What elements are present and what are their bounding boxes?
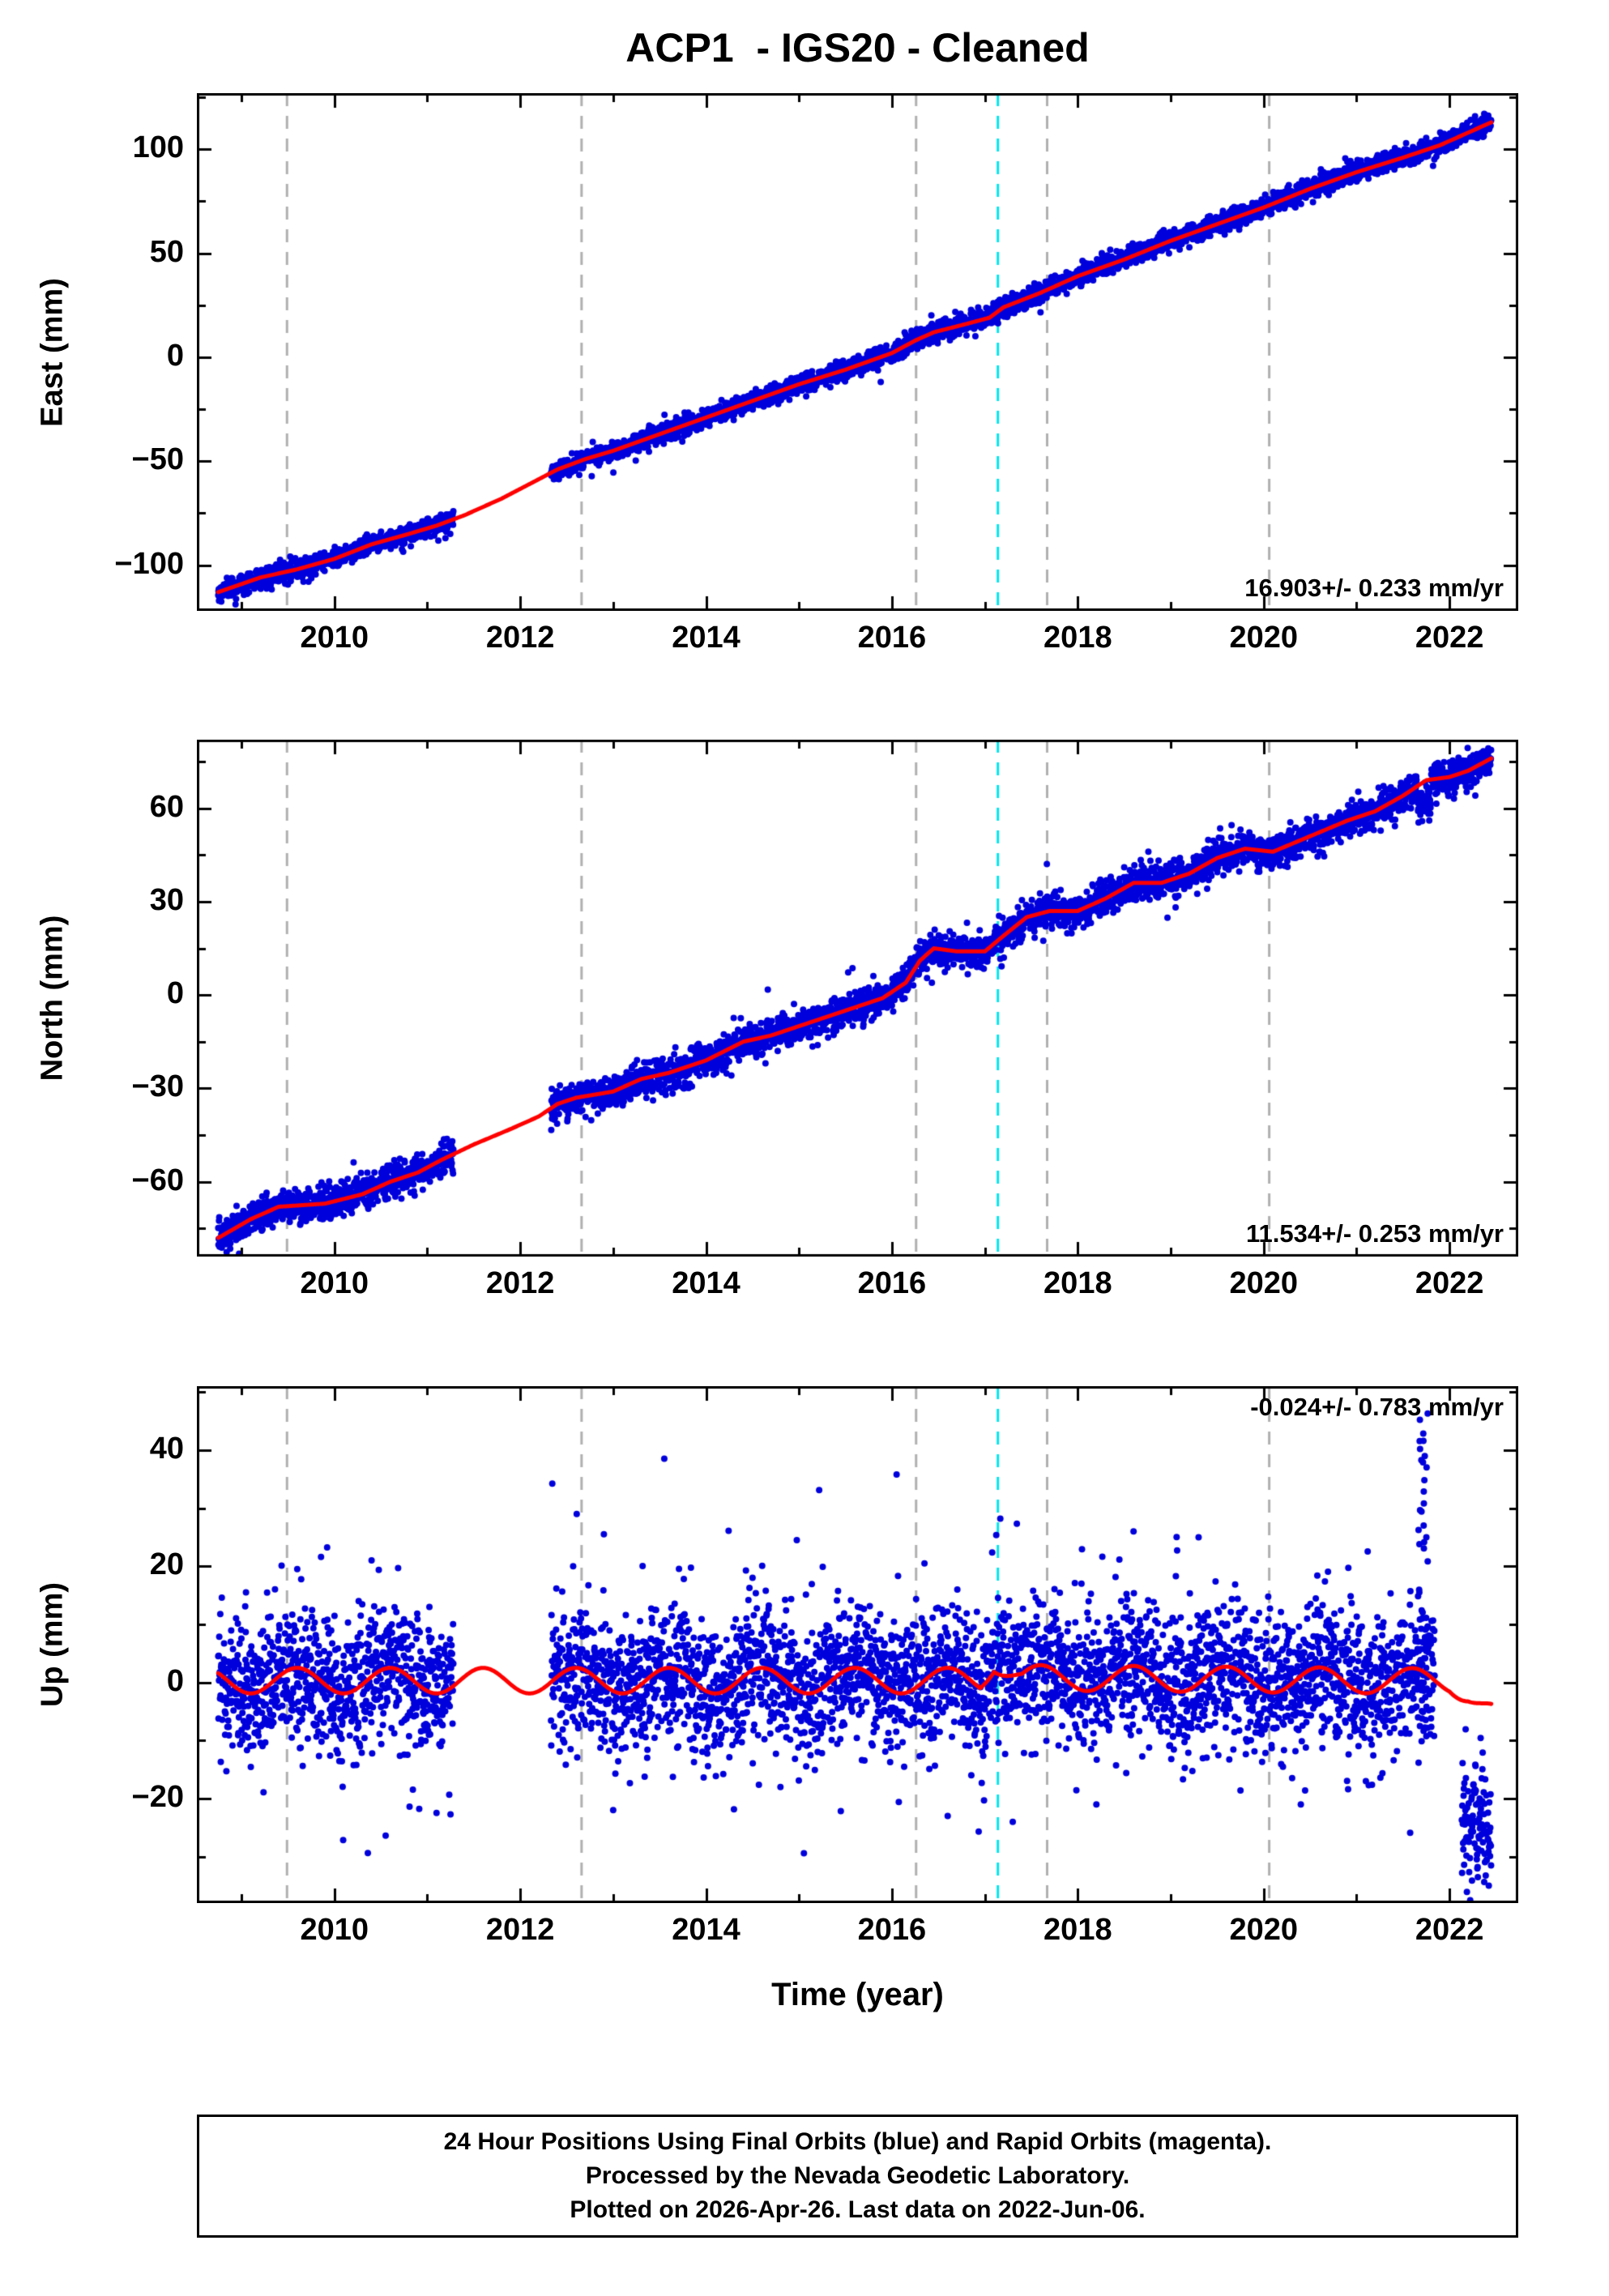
north-rate-label: 11.534+/- 0.253 mm/yr — [1246, 1219, 1504, 1248]
y-tick-label: 0 — [166, 338, 184, 373]
x-axis-title: Time (year) — [771, 1977, 944, 2012]
footer-box: 24 Hour Positions Using Final Orbits (bl… — [197, 2115, 1518, 2238]
x-tick-label: 2010 — [300, 1913, 369, 1947]
y-tick-label: 30 — [149, 882, 184, 917]
x-tick-label: 2018 — [1044, 1266, 1112, 1300]
x-tick-label: 2014 — [672, 621, 740, 655]
up-scatter-canvas — [197, 1386, 1518, 1903]
y-tick-label: −30 — [131, 1069, 184, 1104]
y-tick-label: 50 — [149, 234, 184, 269]
chart-title: ACP1 - IGS20 - Cleaned — [625, 25, 1090, 70]
x-tick-label: 2020 — [1229, 621, 1298, 655]
y-tick-label: 20 — [149, 1547, 184, 1582]
x-tick-label: 2018 — [1044, 621, 1112, 655]
up-rate-label: -0.024+/- 0.783 mm/yr — [1250, 1393, 1504, 1421]
panel-east: East (mm) 16.903+/- 0.233 mm/yr 2010 2012… — [36, 93, 1518, 655]
x-tick-label: 2020 — [1229, 1913, 1298, 1947]
x-tick-label: 2016 — [857, 1913, 927, 1947]
x-tick-label: 2018 — [1044, 1913, 1112, 1947]
panel-up: Up (mm) -0.024+/- 0.783 mm/yr 2010 2012 20… — [36, 1386, 1518, 1947]
x-tick-label: 2022 — [1415, 1266, 1484, 1300]
y-tick-label: −50 — [131, 442, 184, 477]
x-tick-label: 2014 — [672, 1266, 740, 1300]
y-tick-label: −60 — [131, 1163, 184, 1197]
x-tick-label: 2010 — [300, 621, 369, 655]
y-tick-label: 60 — [149, 789, 184, 824]
x-tick-label: 2012 — [485, 1913, 555, 1947]
y-tick-label: 100 — [132, 130, 184, 165]
x-tick-label: 2016 — [857, 1266, 927, 1300]
x-tick-label: 2022 — [1415, 621, 1484, 655]
y-tick-label: 40 — [149, 1431, 184, 1466]
panel-north: North (mm) 11.534+/- 0.253 mm/yr 2010 201… — [36, 740, 1518, 1300]
x-tick-label: 2016 — [857, 621, 927, 655]
y-tick-label: 0 — [166, 1663, 184, 1698]
x-tick-label: 2022 — [1415, 1913, 1484, 1947]
y-tick-label: 0 — [166, 976, 184, 1011]
x-tick-label: 2012 — [485, 1266, 555, 1300]
north-scatter-canvas — [197, 740, 1518, 1257]
x-tick-label: 2014 — [672, 1913, 740, 1947]
footer-line-3: Plotted on 2026-Apr-26. Last data on 202… — [570, 2196, 1146, 2223]
y-tick-label: −20 — [131, 1779, 184, 1814]
footer-line-2: Processed by the Nevada Geodetic Laborat… — [585, 2162, 1130, 2189]
east-scatter-canvas — [197, 93, 1518, 611]
x-tick-label: 2010 — [300, 1266, 369, 1300]
x-tick-label: 2020 — [1229, 1266, 1298, 1300]
x-tick-label: 2012 — [485, 621, 555, 655]
footer-line-1: 24 Hour Positions Using Final Orbits (bl… — [443, 2128, 1272, 2155]
east-rate-label: 16.903+/- 0.233 mm/yr — [1244, 574, 1504, 602]
y-tick-label: −100 — [114, 546, 184, 581]
